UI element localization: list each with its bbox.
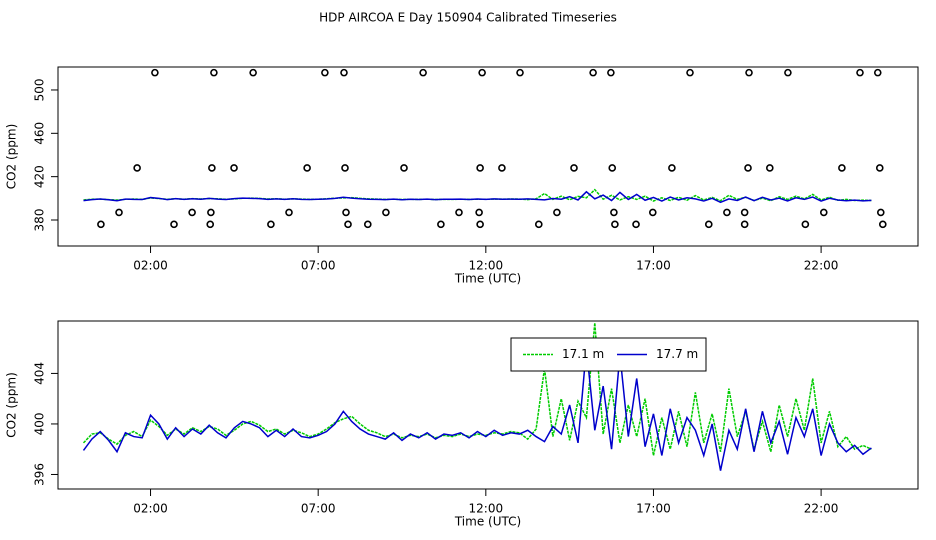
point <box>668 164 676 172</box>
legend-label: 17.7 m <box>656 347 698 361</box>
point <box>475 208 483 217</box>
point <box>476 164 484 172</box>
point <box>321 68 329 77</box>
y-tick-label: 460 <box>33 122 47 145</box>
point <box>876 208 885 217</box>
point <box>704 220 713 229</box>
legend: 17.1 m 17.7 m <box>510 337 707 372</box>
x-tick-label: 07:00 <box>301 502 336 516</box>
point <box>610 208 618 217</box>
point <box>455 208 463 217</box>
x-tick-label: 22:00 <box>804 259 839 273</box>
y-tick-label: 380 <box>33 209 47 232</box>
point <box>740 220 749 229</box>
x-tick-label: 22:00 <box>804 502 839 516</box>
point <box>210 68 218 77</box>
panel: 396 400 404 02:00 07:00 12:00 17:00 22:00 Time (… <box>5 320 919 529</box>
point <box>819 208 828 217</box>
point <box>632 220 640 229</box>
point <box>207 208 215 217</box>
x-tick-label: 12:00 <box>469 259 504 273</box>
y-axis-label: CO2 (ppm) <box>5 372 19 438</box>
point <box>516 68 524 77</box>
y-tick-label: 400 <box>33 412 47 435</box>
point <box>607 68 615 77</box>
point <box>206 220 215 229</box>
y-tick-label: 500 <box>33 79 47 102</box>
point <box>151 68 159 77</box>
point <box>553 208 561 217</box>
point <box>419 68 427 77</box>
point <box>437 220 445 229</box>
point <box>476 220 484 229</box>
point <box>188 208 196 217</box>
point <box>170 220 178 229</box>
point <box>344 220 352 229</box>
point <box>208 164 216 172</box>
point <box>478 68 486 77</box>
legend-label: 17.1 m <box>562 347 604 361</box>
point <box>838 164 846 172</box>
point <box>878 220 887 229</box>
x-tick-label: 17:00 <box>636 259 671 273</box>
point <box>723 208 731 217</box>
panel: 380 420 460 500 02:00 07:00 12:00 17:00 22:00 Tim… <box>5 66 919 286</box>
point <box>341 164 349 172</box>
point <box>873 68 882 77</box>
y-tick-label: 420 <box>33 165 47 188</box>
x-tick-label: 02:00 <box>133 259 168 273</box>
point <box>133 164 141 172</box>
plot-box <box>57 66 919 247</box>
point <box>648 208 657 217</box>
plot-area <box>82 322 872 471</box>
point <box>364 220 372 229</box>
point <box>740 208 749 217</box>
point <box>230 164 238 172</box>
point <box>534 220 543 229</box>
point <box>801 220 810 229</box>
point <box>570 164 578 172</box>
point <box>249 68 257 77</box>
x-tick-label: 07:00 <box>301 259 336 273</box>
point <box>267 220 275 229</box>
point <box>115 208 123 217</box>
x-axis-label: Time (UTC) <box>454 272 521 286</box>
x-axis-label: Time (UTC) <box>454 515 521 529</box>
point <box>303 164 311 172</box>
series-line <box>82 348 872 471</box>
x-tick-label: 02:00 <box>133 502 168 516</box>
point <box>875 164 884 172</box>
point <box>611 220 619 229</box>
point <box>744 164 752 172</box>
y-axis-label: CO2 (ppm) <box>5 124 19 190</box>
point <box>498 164 506 172</box>
point <box>400 164 408 172</box>
point <box>686 68 694 77</box>
point <box>97 220 105 229</box>
point <box>382 208 390 217</box>
point <box>340 68 348 77</box>
plot-area <box>83 68 887 229</box>
x-tick-label: 17:00 <box>636 502 671 516</box>
point <box>784 68 792 77</box>
series-line <box>82 322 872 456</box>
figure-title: HDP AIRCOA E Day 150904 Calibrated Times… <box>319 11 617 25</box>
series-line <box>83 190 872 204</box>
point <box>766 164 774 172</box>
point <box>285 208 293 217</box>
point <box>589 68 597 77</box>
point <box>745 68 753 77</box>
point <box>342 208 350 217</box>
point <box>608 164 617 172</box>
y-tick-label: 396 <box>33 463 47 486</box>
y-tick-label: 404 <box>33 362 47 385</box>
point <box>856 68 864 77</box>
plot-box <box>57 320 919 490</box>
x-tick-label: 12:00 <box>469 502 504 516</box>
